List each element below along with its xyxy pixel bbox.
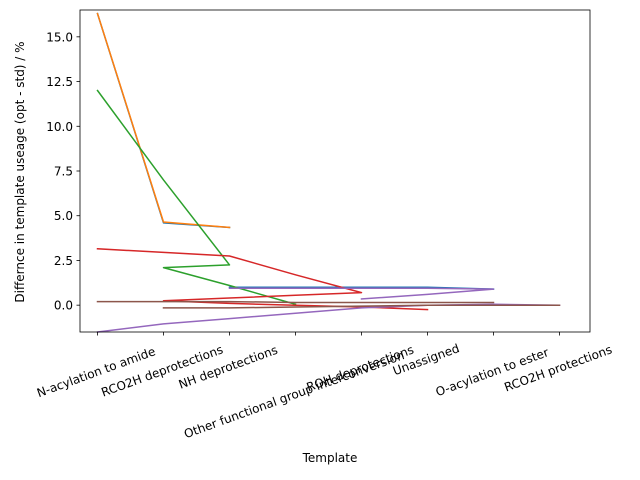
series-line-3 xyxy=(96,12,231,229)
series-line-9 xyxy=(162,304,561,309)
y-tick-label: 15.0 xyxy=(46,30,73,44)
y-axis-label: Differnce in template useage (opt - std)… xyxy=(13,41,27,302)
axes-layer: 0.02.55.07.510.012.515.0N-acylation to a… xyxy=(35,9,614,441)
series-line-6 xyxy=(96,303,561,333)
series-line-4 xyxy=(96,89,297,306)
series-line-1 xyxy=(96,12,231,229)
series-layer xyxy=(96,12,561,333)
series-line-8 xyxy=(96,300,495,304)
y-tick-label: 12.5 xyxy=(46,75,73,89)
y-tick-label: 5.0 xyxy=(54,209,73,223)
y-tick-label: 0.0 xyxy=(54,299,73,313)
x-axis-label: Template xyxy=(302,451,358,465)
y-tick-label: 7.5 xyxy=(54,165,73,179)
series-line-7 xyxy=(228,287,495,300)
y-tick-label: 2.5 xyxy=(54,254,73,268)
y-tick-label: 10.0 xyxy=(46,120,73,134)
series-line-5 xyxy=(96,248,429,311)
